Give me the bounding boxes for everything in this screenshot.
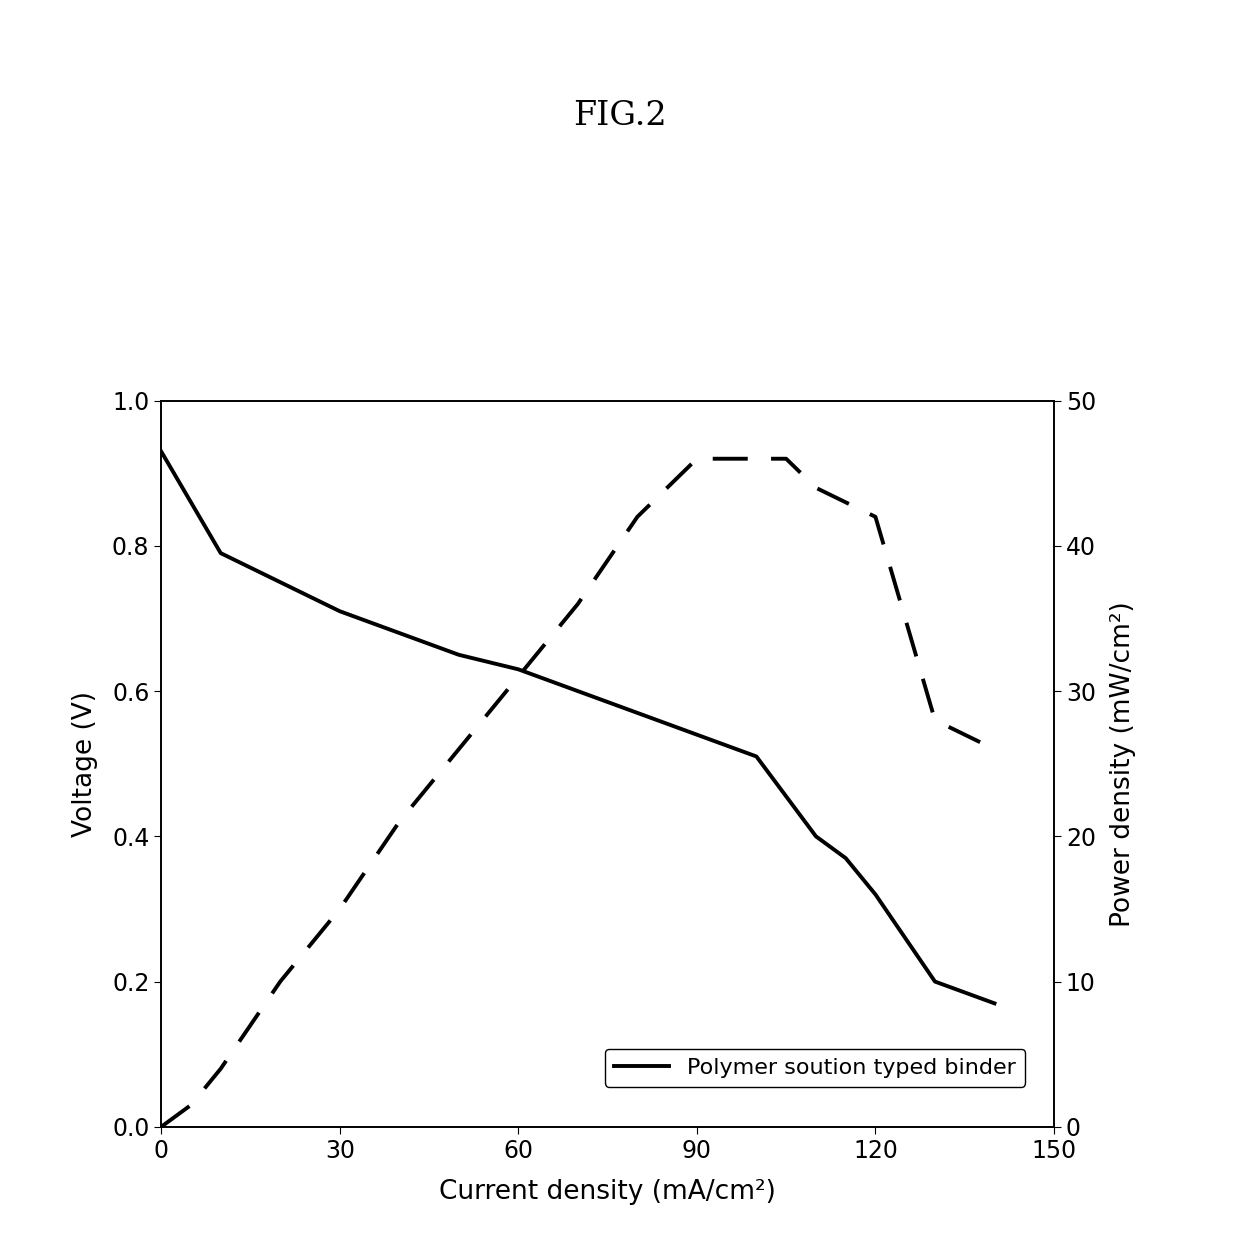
Polymer soution typed binder <box>987 995 1002 1010</box>
Polymer soution typed binder <box>451 647 466 662</box>
Polymer soution typed binder <box>213 546 228 561</box>
Text: FIG.2: FIG.2 <box>573 100 667 133</box>
X-axis label: Current density (mA/cm²): Current density (mA/cm²) <box>439 1179 776 1206</box>
Polymer soution typed binder <box>511 662 526 677</box>
Polymer soution typed binder <box>273 575 288 590</box>
Polymer soution typed binder <box>630 705 645 720</box>
Y-axis label: Voltage (V): Voltage (V) <box>72 691 98 836</box>
Polymer soution typed binder <box>689 727 704 742</box>
Legend: Polymer soution typed binder: Polymer soution typed binder <box>605 1049 1025 1087</box>
Polymer soution typed binder <box>154 444 169 459</box>
Polymer soution typed binder <box>838 850 853 865</box>
Y-axis label: Power density (mW/cm²): Power density (mW/cm²) <box>1110 601 1136 926</box>
Polymer soution typed binder <box>808 829 823 844</box>
Polymer soution typed binder <box>749 749 764 764</box>
Polymer soution typed binder <box>570 684 585 699</box>
Line: Polymer soution typed binder: Polymer soution typed binder <box>161 452 994 1003</box>
Polymer soution typed binder <box>868 886 883 901</box>
Polymer soution typed binder <box>332 603 347 618</box>
Polymer soution typed binder <box>392 626 407 641</box>
Polymer soution typed binder <box>928 974 942 989</box>
